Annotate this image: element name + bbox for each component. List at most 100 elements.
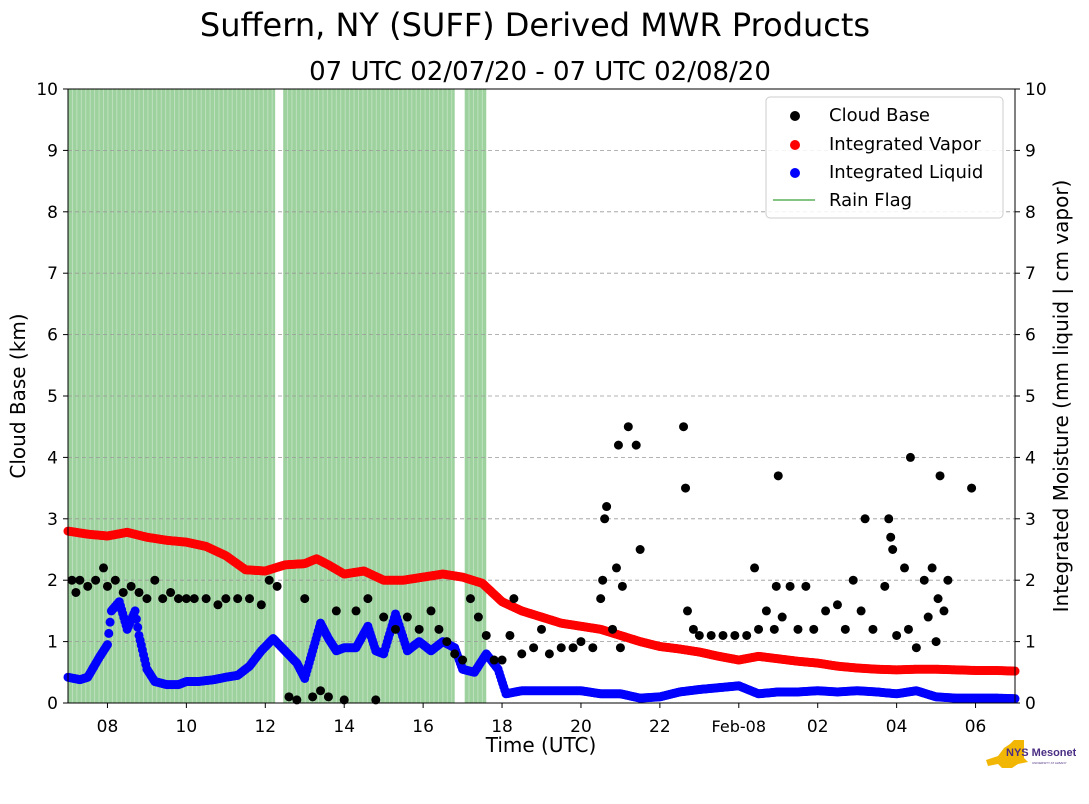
point-cloud-base — [911, 643, 921, 653]
chart-title: Suffern, NY (SUFF) Derived MWR Products — [200, 6, 870, 44]
point-integrated-liquid — [131, 614, 141, 624]
point-cloud-base — [323, 692, 333, 702]
y-tick-label-right: 2 — [1025, 571, 1036, 591]
point-cloud-base — [761, 606, 771, 616]
point-cloud-base — [402, 612, 412, 622]
legend-marker-integrated-vapor — [790, 140, 800, 150]
y-tick-label-left: 2 — [47, 571, 58, 591]
point-cloud-base — [331, 606, 341, 616]
point-cloud-base — [635, 545, 645, 554]
point-cloud-base — [83, 581, 93, 591]
point-cloud-base — [308, 692, 318, 702]
point-cloud-base — [465, 594, 475, 604]
point-integrated-liquid — [104, 628, 114, 638]
point-cloud-base — [426, 606, 436, 616]
x-tick-label: 20 — [570, 717, 592, 737]
x-tick-label: 04 — [886, 717, 908, 737]
point-cloud-base — [99, 563, 109, 573]
point-integrated-liquid — [105, 617, 115, 627]
point-cloud-base — [769, 624, 779, 634]
legend-marker-cloud-base — [790, 111, 800, 121]
point-cloud-base — [201, 594, 211, 604]
point-cloud-base — [142, 594, 152, 604]
point-cloud-base — [126, 581, 136, 591]
point-cloud-base — [598, 575, 608, 585]
series-integrated-liquid — [63, 597, 1020, 704]
point-cloud-base — [615, 643, 625, 653]
point-cloud-base — [576, 637, 586, 647]
y-tick-label-left: 0 — [47, 694, 58, 714]
point-cloud-base — [509, 594, 519, 604]
x-tick-label: 10 — [176, 717, 198, 737]
point-cloud-base — [900, 563, 910, 573]
point-cloud-base — [613, 440, 623, 450]
point-cloud-base — [391, 624, 401, 634]
point-cloud-base — [414, 624, 424, 634]
point-cloud-base — [481, 630, 491, 640]
y-tick-label-left: 3 — [47, 510, 58, 530]
point-cloud-base — [102, 581, 112, 591]
point-cloud-base — [134, 587, 144, 597]
legend-label-integrated-vapor: Integrated Vapor — [829, 134, 981, 155]
point-cloud-base — [682, 606, 692, 616]
y-tick-label-right: 9 — [1025, 141, 1036, 161]
logo-text: NYS Mesonet — [1006, 747, 1076, 759]
series-cloud-base — [67, 422, 977, 705]
point-cloud-base — [939, 606, 949, 616]
logo-subtext: UNIVERSITY AT ALBANY — [1032, 761, 1067, 765]
point-cloud-base — [777, 612, 787, 622]
series-integrated-vapor — [63, 526, 1020, 676]
point-cloud-base — [809, 624, 819, 634]
legend-label-rain-flag: Rain Flag — [829, 190, 912, 211]
point-cloud-base — [848, 575, 858, 585]
point-cloud-base — [233, 594, 243, 604]
x-tick-label: 18 — [491, 717, 513, 737]
point-cloud-base — [688, 624, 698, 634]
legend: Cloud Base Integrated Vapor Integrated L… — [765, 96, 1004, 219]
x-axis: 08 10 12 14 16 18 20 22 Feb-08 02 04 06 — [97, 703, 986, 737]
chart-subtitle: 07 UTC 02/07/20 - 07 UTC 02/08/20 — [309, 57, 771, 87]
point-cloud-base — [245, 594, 255, 604]
point-cloud-base — [556, 643, 566, 653]
point-cloud-base — [272, 581, 282, 591]
point-cloud-base — [611, 563, 621, 573]
point-cloud-base — [537, 624, 546, 634]
point-cloud-base — [694, 630, 704, 640]
x-axis-label: Time (UTC) — [485, 733, 597, 757]
point-cloud-base — [71, 587, 81, 597]
point-cloud-base — [497, 655, 507, 665]
point-cloud-base — [256, 600, 266, 610]
point-cloud-base — [213, 600, 223, 610]
y-tick-label-right: 1 — [1025, 633, 1036, 653]
point-cloud-base — [588, 643, 598, 653]
point-cloud-base — [150, 575, 160, 585]
point-cloud-base — [517, 649, 527, 659]
y-tick-label-right: 8 — [1025, 203, 1036, 223]
point-cloud-base — [718, 630, 728, 640]
point-cloud-base — [91, 575, 101, 585]
point-cloud-base — [264, 575, 274, 585]
point-cloud-base — [892, 630, 902, 640]
point-cloud-base — [608, 624, 618, 634]
data-points — [63, 422, 1020, 705]
y-axis-right-label: Integrated Moisture (mm liquid | cm vapo… — [1049, 180, 1073, 613]
point-cloud-base — [118, 587, 128, 597]
point-cloud-base — [935, 471, 945, 481]
x-tick-label: 22 — [649, 717, 671, 737]
point-integrated-liquid — [130, 606, 140, 616]
point-cloud-base — [706, 630, 716, 640]
y-tick-label-right: 6 — [1025, 326, 1036, 346]
point-cloud-base — [681, 483, 691, 493]
x-tick-label: 02 — [807, 717, 829, 737]
legend-marker-integrated-liquid — [790, 168, 800, 178]
grid-lines — [68, 149, 1015, 642]
point-cloud-base — [771, 581, 781, 591]
legend-box — [765, 96, 1004, 219]
point-cloud-base — [371, 695, 381, 705]
y-tick-label-right: 10 — [1025, 80, 1047, 100]
point-cloud-base — [181, 594, 191, 604]
point-cloud-base — [442, 637, 452, 647]
point-cloud-base — [919, 575, 929, 585]
point-cloud-base — [166, 587, 176, 597]
